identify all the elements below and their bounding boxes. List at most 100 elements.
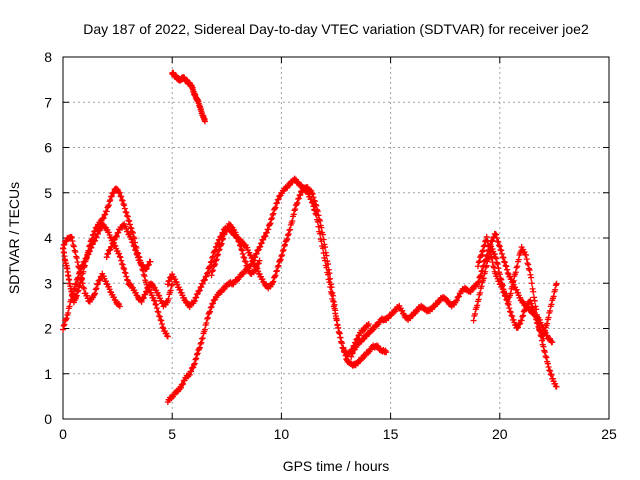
data-point xyxy=(504,270,511,277)
data-point xyxy=(106,198,113,205)
data-point xyxy=(102,278,109,285)
data-point xyxy=(201,326,208,333)
data-point xyxy=(266,221,273,228)
data-point xyxy=(531,294,538,301)
data-point xyxy=(507,290,514,297)
data-point xyxy=(61,241,68,248)
data-point xyxy=(167,287,174,294)
data-point xyxy=(527,297,534,304)
data-point xyxy=(544,360,551,367)
data-point xyxy=(206,264,213,271)
data-point xyxy=(285,231,292,238)
data-point xyxy=(115,229,122,236)
data-point xyxy=(533,316,540,323)
data-point xyxy=(77,270,84,277)
data-point xyxy=(311,198,318,205)
data-point xyxy=(529,285,536,292)
data-point xyxy=(528,280,535,287)
data-point xyxy=(531,308,538,315)
data-point xyxy=(177,384,184,391)
data-point xyxy=(108,193,115,200)
data-point xyxy=(269,211,276,218)
data-point xyxy=(71,247,78,254)
x-tick-label: 5 xyxy=(168,426,176,442)
data-point xyxy=(124,277,131,284)
data-point xyxy=(138,298,145,305)
y-tick-label: 7 xyxy=(44,94,52,110)
data-point xyxy=(485,243,492,250)
data-point xyxy=(290,211,297,218)
data-point xyxy=(478,251,485,258)
data-point xyxy=(324,261,331,268)
data-point xyxy=(188,368,195,375)
data-point xyxy=(208,258,215,265)
data-point xyxy=(122,270,129,277)
data-point xyxy=(310,194,317,201)
data-point xyxy=(140,271,147,278)
chart-title: Day 187 of 2022, Sidereal Day-to-day VTE… xyxy=(83,21,589,37)
data-point xyxy=(284,236,291,243)
data-point xyxy=(126,221,133,228)
data-point xyxy=(270,210,277,217)
data-point xyxy=(525,265,532,272)
data-point xyxy=(332,307,339,314)
data-point xyxy=(177,286,184,293)
data-point xyxy=(316,217,323,224)
data-point xyxy=(479,248,486,255)
data-point xyxy=(60,322,67,329)
data-point xyxy=(504,300,511,307)
data-point xyxy=(348,353,355,360)
track-4 xyxy=(103,220,154,273)
data-point xyxy=(93,285,100,292)
data-point xyxy=(515,256,522,263)
data-point xyxy=(271,273,278,280)
data-point xyxy=(547,307,554,314)
data-point xyxy=(196,345,203,352)
data-point xyxy=(129,239,136,246)
data-point xyxy=(383,349,390,356)
y-tick-label: 6 xyxy=(44,140,52,156)
data-point xyxy=(140,294,147,301)
data-point xyxy=(217,241,224,248)
data-point xyxy=(323,252,330,259)
data-point xyxy=(221,231,228,238)
x-axis-label: GPS time / hours xyxy=(283,458,390,474)
data-point xyxy=(502,293,509,300)
data-point xyxy=(238,246,245,253)
data-point xyxy=(267,220,274,227)
data-point xyxy=(83,255,90,262)
data-point xyxy=(204,314,211,321)
data-point xyxy=(118,193,125,200)
data-point xyxy=(156,313,163,320)
data-point xyxy=(329,289,336,296)
data-point xyxy=(263,229,270,236)
data-point xyxy=(102,211,109,218)
data-point xyxy=(61,321,68,328)
data-point xyxy=(314,208,321,215)
data-point xyxy=(331,301,338,308)
data-point xyxy=(521,307,528,314)
data-point xyxy=(186,371,193,378)
data-point xyxy=(280,246,287,253)
data-point xyxy=(545,314,552,321)
data-point xyxy=(124,213,131,220)
data-point xyxy=(110,240,117,247)
data-point xyxy=(526,267,533,274)
data-point xyxy=(131,243,138,250)
data-point xyxy=(542,353,549,360)
data-point xyxy=(76,283,83,290)
data-point xyxy=(475,296,482,303)
data-point xyxy=(268,215,275,222)
data-point xyxy=(333,313,339,320)
y-tick-label: 5 xyxy=(44,185,52,201)
data-point xyxy=(151,297,158,304)
y-tick-label: 0 xyxy=(44,411,52,427)
data-point xyxy=(92,290,99,297)
data-point xyxy=(504,266,511,273)
data-point xyxy=(121,266,128,273)
data-point xyxy=(477,272,484,279)
data-point xyxy=(480,243,487,250)
data-point xyxy=(143,265,150,272)
data-point xyxy=(208,272,215,279)
